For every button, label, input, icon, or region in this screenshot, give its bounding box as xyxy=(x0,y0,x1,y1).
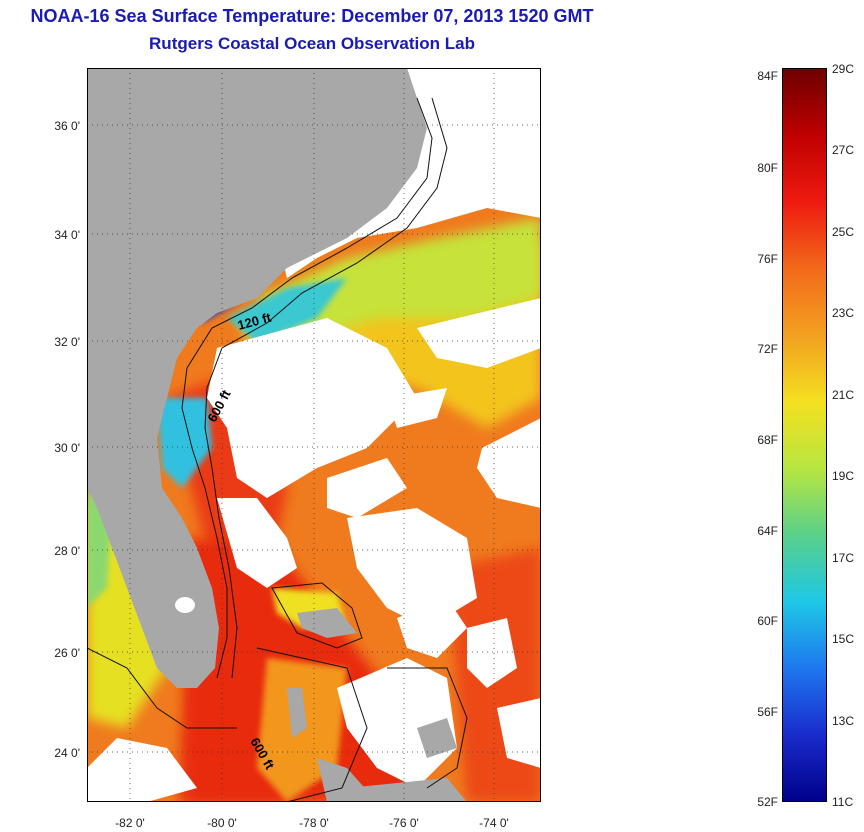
colorbar-celsius-label: 25C xyxy=(832,225,855,239)
colorbar-celsius-label: 23C xyxy=(832,306,855,320)
land-mass xyxy=(87,68,427,688)
graticule xyxy=(87,68,541,802)
colorbar-fahrenheit-label: 80F xyxy=(757,161,778,175)
colorbar-fahrenheit-label: 64F xyxy=(757,524,778,538)
temperature-colorbar xyxy=(782,68,827,802)
x-tick-label: -76 0' xyxy=(389,816,419,830)
y-tick-label: 24 0' xyxy=(54,746,80,760)
chart-subtitle: Rutgers Coastal Ocean Observation Lab xyxy=(149,34,475,53)
colorbar-celsius-label: 29C xyxy=(832,62,855,76)
x-tick-label: -82 0' xyxy=(115,816,145,830)
y-tick-label: 28 0' xyxy=(54,544,80,558)
colorbar-fahrenheit-label: 68F xyxy=(757,433,778,447)
colorbar-fahrenheit-label: 72F xyxy=(757,342,778,356)
colorbar-fahrenheit-label: 56F xyxy=(757,705,778,719)
chart-title: NOAA-16 Sea Surface Temperature: Decembe… xyxy=(30,6,594,26)
x-tick-label: -78 0' xyxy=(299,816,329,830)
x-tick-label: -74 0' xyxy=(479,816,509,830)
y-tick-label: 26 0' xyxy=(54,646,80,660)
colorbar-celsius-label: 21C xyxy=(832,388,855,402)
cold-water-band xyxy=(227,278,347,343)
colorbar-celsius-label: 13C xyxy=(832,714,855,728)
island xyxy=(287,688,307,738)
colorbar-fahrenheit-label: 52F xyxy=(757,795,778,809)
colorbar-fahrenheit-label: 60F xyxy=(757,614,778,628)
sea-surface-temperature-map[interactable]: 120 ft 600 ft 600 ft xyxy=(87,68,541,802)
y-tick-label: 30 0' xyxy=(54,441,80,455)
x-tick-label: -80 0' xyxy=(207,816,237,830)
y-tick-label: 32 0' xyxy=(54,335,80,349)
map-frame xyxy=(87,68,541,802)
colorbar-fahrenheit-label: 76F xyxy=(757,252,778,266)
colorbar-fahrenheit-label: 84F xyxy=(757,69,778,83)
y-tick-label: 36 0' xyxy=(54,119,80,133)
colorbar-celsius-label: 17C xyxy=(832,551,855,565)
island xyxy=(347,778,467,802)
island xyxy=(417,718,457,758)
cold-water-band xyxy=(157,398,212,488)
lake xyxy=(175,597,195,613)
island xyxy=(297,608,357,638)
colorbar-celsius-label: 11C xyxy=(832,795,854,809)
colorbar-celsius-label: 19C xyxy=(832,469,855,483)
colorbar-celsius-label: 27C xyxy=(832,143,855,157)
y-tick-label: 34 0' xyxy=(54,228,80,242)
colorbar-celsius-label: 15C xyxy=(832,632,855,646)
